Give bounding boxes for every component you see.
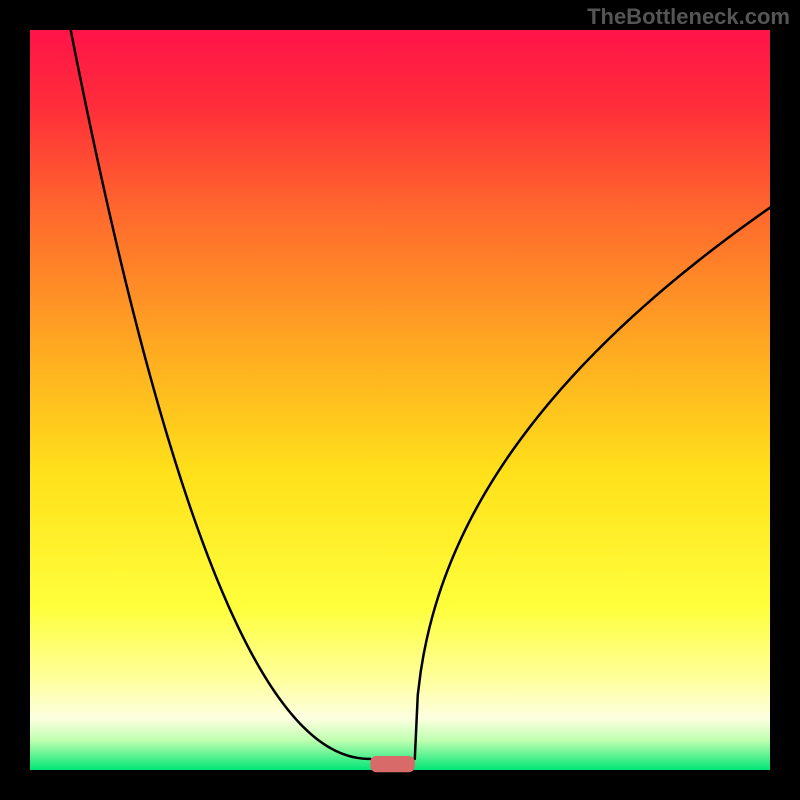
- plot-area: [30, 30, 770, 770]
- chart-svg: [0, 0, 800, 800]
- bottleneck-chart: TheBottleneck.com: [0, 0, 800, 800]
- optimal-marker: [370, 756, 414, 772]
